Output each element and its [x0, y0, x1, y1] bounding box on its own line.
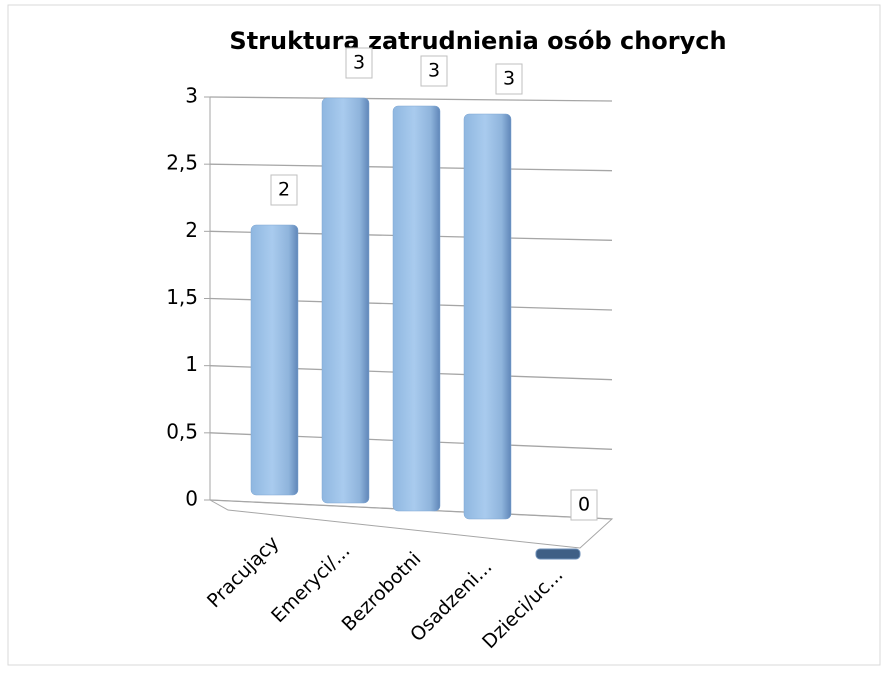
bar — [535, 548, 581, 560]
grid-line — [209, 96, 613, 102]
bar — [463, 113, 512, 520]
bar — [321, 97, 370, 504]
value-label: 2 — [278, 179, 290, 201]
y-tick-label: 0 — [185, 487, 198, 511]
y-tick-label: 1,5 — [166, 285, 198, 309]
y-tick-label: 1 — [185, 352, 198, 376]
y-tick-label: 3 — [185, 84, 198, 108]
bar — [392, 105, 441, 512]
bar — [250, 224, 299, 496]
value-label: 3 — [503, 68, 515, 90]
y-tick-label: 2,5 — [166, 151, 198, 175]
y-tick-label: 0,5 — [166, 419, 198, 443]
value-label-box — [570, 489, 598, 521]
value-label-box — [345, 47, 373, 79]
chart-title: Struktura zatrudnienia osób chorych — [229, 27, 726, 55]
chart-frame — [7, 4, 881, 666]
value-label-box — [495, 63, 523, 95]
value-label: 3 — [353, 52, 365, 74]
value-label: 0 — [578, 494, 590, 516]
y-tick-label: 2 — [185, 218, 198, 242]
value-label-box — [420, 55, 448, 87]
value-label-box — [270, 174, 298, 206]
value-label: 3 — [428, 60, 440, 82]
